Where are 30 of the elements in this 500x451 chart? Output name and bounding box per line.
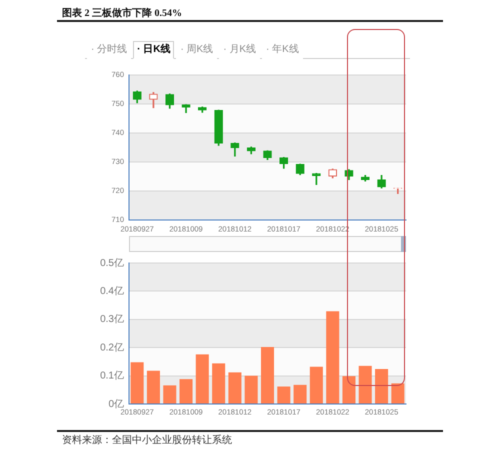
bar: [212, 363, 226, 404]
bar: [326, 311, 340, 404]
text: 资料来源：全国中小企业股份转让系统: [62, 434, 232, 447]
text: · 分时线: [87, 41, 132, 59]
bar: [277, 386, 290, 404]
bar: [294, 384, 307, 404]
text: · 日K线: [133, 41, 174, 59]
bar: [180, 379, 193, 404]
bar: [196, 354, 209, 404]
y-tick-label: 0.1亿: [100, 370, 124, 382]
y-tick-label: 0亿: [108, 398, 124, 410]
y-tick-label: 0.2亿: [100, 342, 124, 354]
bar: [228, 372, 242, 404]
bar: [342, 376, 356, 404]
text: · 年K线: [262, 41, 303, 59]
bar: [244, 376, 258, 404]
bar: [391, 383, 404, 404]
y-tick-label: 0.4亿: [100, 286, 124, 297]
bar: [310, 366, 323, 404]
bar: [260, 347, 274, 404]
y-tick-label: 0.3亿: [100, 314, 124, 326]
y-tick-label: 0.5亿: [100, 258, 124, 269]
bar: [375, 369, 388, 404]
text: · 周K线: [176, 41, 218, 59]
bar: [146, 370, 160, 404]
bar: [358, 366, 372, 404]
text: · 月K线: [219, 41, 260, 59]
chart-title: 图表 2 三板做市下降 0.54%: [62, 6, 182, 20]
bar: [163, 385, 176, 404]
bar: [130, 362, 144, 404]
